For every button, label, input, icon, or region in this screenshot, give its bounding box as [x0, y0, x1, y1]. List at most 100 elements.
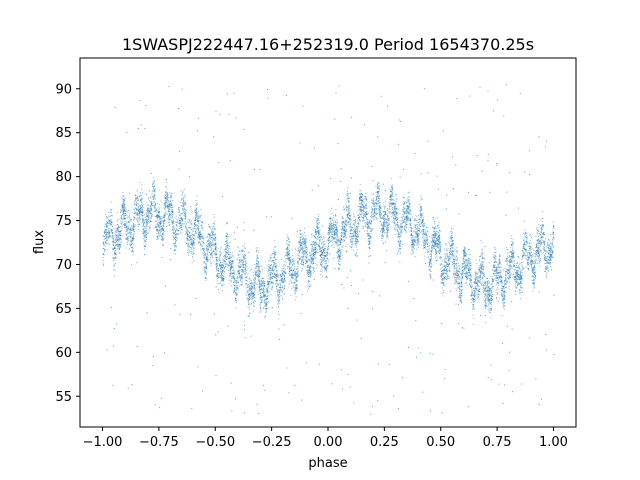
data-point — [163, 202, 165, 204]
data-point — [275, 275, 276, 276]
data-point — [317, 185, 319, 187]
data-point — [262, 289, 264, 291]
data-point — [235, 285, 237, 287]
data-point — [434, 236, 436, 238]
data-point — [365, 222, 367, 224]
data-point — [193, 228, 195, 229]
data-point — [377, 363, 379, 365]
data-point — [211, 255, 212, 257]
data-point — [546, 262, 548, 263]
data-point — [147, 204, 149, 205]
data-point — [417, 226, 419, 228]
data-point — [401, 223, 403, 224]
data-point — [496, 291, 498, 293]
data-point — [436, 175, 438, 177]
data-point — [269, 272, 271, 274]
data-point — [297, 275, 299, 277]
data-point — [275, 246, 277, 247]
data-point — [211, 248, 213, 250]
data-point — [272, 277, 274, 279]
data-point — [121, 225, 123, 227]
data-point — [157, 224, 159, 225]
data-point — [407, 206, 409, 208]
data-point — [225, 257, 227, 258]
data-point — [538, 257, 540, 259]
data-point — [406, 205, 408, 207]
data-point — [372, 308, 373, 310]
data-point — [408, 196, 410, 198]
data-point — [141, 213, 143, 215]
data-point — [120, 217, 122, 219]
data-point — [514, 279, 516, 281]
data-point — [246, 290, 248, 291]
data-point — [111, 220, 112, 222]
data-point — [287, 257, 289, 259]
data-point — [320, 236, 321, 238]
data-point — [254, 285, 255, 287]
data-point — [133, 217, 135, 219]
data-point — [361, 209, 363, 211]
data-point — [539, 259, 541, 261]
data-point — [157, 226, 159, 228]
data-point — [398, 242, 400, 244]
data-point — [490, 290, 492, 292]
data-point — [220, 266, 222, 268]
data-point — [301, 243, 302, 245]
data-point — [425, 229, 427, 231]
data-point — [459, 300, 461, 302]
data-point — [351, 230, 353, 231]
data-point — [175, 240, 177, 242]
data-point — [151, 204, 152, 206]
data-point — [221, 285, 223, 287]
data-point — [268, 275, 270, 277]
data-point — [325, 251, 327, 253]
data-point — [401, 229, 403, 231]
data-point — [164, 200, 166, 201]
data-point — [176, 246, 178, 248]
data-point — [459, 290, 461, 292]
data-point — [263, 278, 265, 280]
data-point — [148, 230, 150, 232]
data-point — [228, 257, 230, 259]
data-point — [412, 235, 414, 237]
data-point — [170, 204, 172, 206]
data-point — [366, 230, 368, 232]
data-point — [169, 209, 171, 211]
data-point — [294, 271, 296, 273]
data-point — [119, 238, 121, 240]
data-point — [450, 256, 452, 258]
data-point — [218, 289, 220, 291]
data-point — [264, 284, 266, 286]
data-point — [257, 249, 259, 251]
data-point — [400, 220, 402, 222]
data-point — [487, 280, 489, 282]
data-point — [402, 197, 404, 199]
data-point — [492, 286, 494, 288]
data-point — [345, 234, 347, 236]
data-point — [525, 236, 526, 238]
data-point — [123, 196, 125, 198]
data-point — [242, 251, 244, 253]
data-point — [331, 236, 333, 238]
data-point — [443, 269, 444, 271]
data-point — [459, 295, 461, 297]
data-point — [272, 278, 273, 280]
data-point — [456, 281, 458, 283]
data-point — [115, 233, 117, 235]
data-point — [215, 245, 217, 247]
data-point — [361, 197, 363, 199]
data-point — [429, 352, 431, 354]
data-point — [520, 298, 522, 300]
data-point — [181, 88, 183, 90]
data-point — [495, 279, 497, 281]
data-point — [542, 210, 544, 212]
data-point — [451, 232, 452, 234]
data-point — [314, 245, 316, 247]
data-point — [236, 282, 238, 283]
data-point — [364, 195, 366, 197]
data-point — [228, 261, 230, 263]
data-point — [207, 250, 209, 252]
data-point — [384, 206, 386, 208]
data-point — [509, 351, 511, 353]
data-point — [431, 249, 433, 251]
